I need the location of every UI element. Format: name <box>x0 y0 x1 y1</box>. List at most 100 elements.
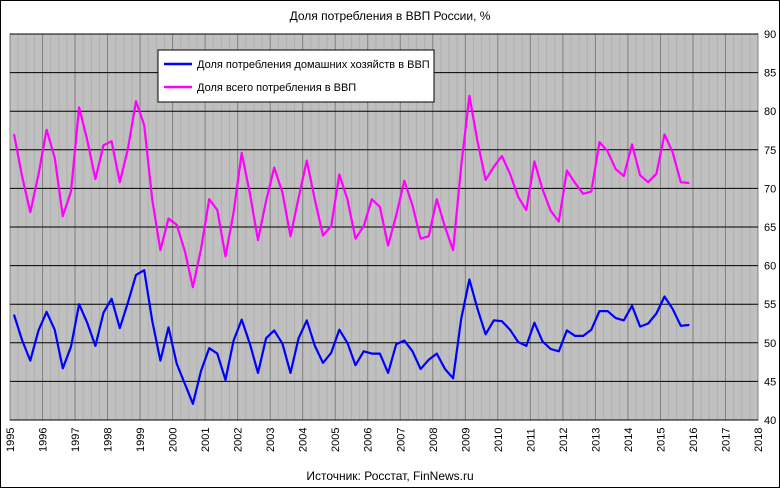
point-household <box>289 372 292 374</box>
point-household <box>53 328 56 331</box>
point-total <box>175 223 178 226</box>
point-household <box>549 348 552 350</box>
point-total <box>419 237 422 240</box>
point-total <box>590 190 593 193</box>
point-household <box>411 350 414 353</box>
point-household <box>606 310 609 312</box>
point-total <box>273 166 276 169</box>
y-tick-label: 85 <box>764 68 776 80</box>
point-household <box>403 339 406 342</box>
point-total <box>167 217 170 220</box>
point-household <box>436 352 438 355</box>
x-tick-label: 2004 <box>298 428 310 452</box>
point-household <box>306 319 308 322</box>
point-total <box>330 225 333 227</box>
point-household <box>62 367 64 370</box>
point-total <box>21 176 24 178</box>
point-total <box>224 255 227 258</box>
point-household <box>566 329 568 332</box>
point-household <box>45 311 48 313</box>
point-household <box>338 328 341 331</box>
point-household <box>143 269 145 272</box>
point-total <box>476 140 479 143</box>
y-tick-label: 65 <box>764 222 776 234</box>
point-household <box>419 368 422 370</box>
point-household <box>395 343 398 346</box>
y-tick-label: 50 <box>764 338 776 350</box>
point-total <box>86 139 88 141</box>
chart-title: Доля потребления в ВВП России, % <box>290 9 491 23</box>
point-total <box>468 95 471 97</box>
point-household <box>127 301 129 304</box>
point-total <box>411 204 414 207</box>
series-line-household <box>13 269 690 405</box>
point-household <box>623 319 625 322</box>
point-household <box>444 368 446 370</box>
point-total <box>501 155 503 157</box>
point-household <box>232 339 235 342</box>
point-household <box>362 350 365 353</box>
x-tick-label: 2015 <box>655 428 667 452</box>
y-tick-label: 75 <box>764 145 776 157</box>
point-household <box>655 312 658 315</box>
point-household <box>151 320 154 323</box>
point-total <box>338 173 341 176</box>
point-household <box>13 314 15 316</box>
point-total <box>639 174 641 177</box>
point-household <box>110 298 113 300</box>
x-tick-label: 1999 <box>135 428 147 452</box>
point-total <box>257 239 259 241</box>
point-household <box>184 382 186 385</box>
y-tick-label: 80 <box>764 106 776 118</box>
point-household <box>574 335 576 337</box>
point-total <box>549 210 552 212</box>
y-tick-label: 40 <box>764 415 776 427</box>
point-total <box>444 226 446 228</box>
point-household <box>249 342 251 345</box>
point-household <box>688 324 690 326</box>
point-total <box>232 211 235 214</box>
point-total <box>110 140 113 143</box>
point-household <box>29 359 32 362</box>
point-household <box>175 362 178 365</box>
point-total <box>29 211 32 214</box>
point-household <box>314 345 316 347</box>
point-household <box>533 321 536 324</box>
point-total <box>306 159 308 162</box>
point-total <box>574 182 576 184</box>
point-total <box>362 225 365 227</box>
point-household <box>240 318 243 321</box>
point-total <box>566 169 568 172</box>
point-total <box>484 179 487 181</box>
x-tick-label: 2012 <box>558 428 570 452</box>
legend-label-total: Доля всего потребления в ВВП <box>197 82 356 94</box>
point-total <box>322 234 324 237</box>
point-household <box>452 377 454 380</box>
point-total <box>53 156 56 159</box>
point-household <box>582 335 584 337</box>
x-tick-label: 2013 <box>590 428 602 452</box>
point-total <box>13 133 15 136</box>
point-household <box>94 345 97 347</box>
point-household <box>476 308 479 310</box>
y-tick-label: 60 <box>764 261 776 273</box>
point-total <box>119 181 121 183</box>
point-household <box>159 359 162 362</box>
point-household <box>525 345 528 347</box>
legend-box <box>157 49 435 103</box>
point-total <box>509 172 511 175</box>
point-total <box>379 206 381 208</box>
point-household <box>387 372 389 374</box>
point-total <box>517 196 519 198</box>
point-household <box>346 342 349 344</box>
point-household <box>102 311 105 314</box>
x-tick-label: 1998 <box>103 428 115 452</box>
point-total <box>297 196 300 199</box>
point-total <box>493 166 495 168</box>
legend: Доля потребления домашних хозяйств в ВВП… <box>157 49 435 103</box>
point-total <box>102 144 105 146</box>
point-total <box>671 151 674 153</box>
point-total <box>151 199 154 201</box>
x-tick-label: 1997 <box>70 428 82 452</box>
x-tick-label: 2010 <box>493 428 505 452</box>
